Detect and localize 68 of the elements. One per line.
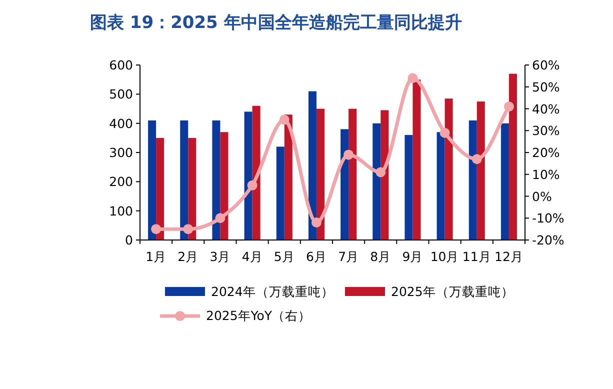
bar <box>252 106 260 240</box>
legend-label: 2025年YoY（右） <box>206 308 312 323</box>
bar <box>316 108 324 240</box>
point <box>440 128 450 138</box>
point <box>408 73 418 84</box>
y2-tick-label: -10% <box>532 210 564 226</box>
y-tick-label: 300 <box>109 145 134 160</box>
x-tick-label: 8月 <box>370 249 392 264</box>
bar <box>380 110 389 240</box>
bar <box>404 135 413 240</box>
bar <box>476 101 485 240</box>
y-tick-label: 500 <box>109 86 134 102</box>
point <box>504 102 514 112</box>
y2-tick-label: 10% <box>532 166 560 182</box>
x-tick-label: 12月 <box>494 249 524 264</box>
x-tick-label: 11月 <box>462 249 492 264</box>
bar <box>308 91 316 240</box>
y2-tick-label: 0% <box>532 188 552 204</box>
y2-tick-label: -20% <box>532 232 564 248</box>
y-tick-label: 100 <box>109 203 134 218</box>
x-tick-label: 1月 <box>146 249 167 264</box>
x-tick-label: 7月 <box>338 249 360 264</box>
point <box>215 213 226 224</box>
y-tick-label: 400 <box>109 116 134 131</box>
bar <box>180 120 188 240</box>
chart-title: 图表 19：2025 年中国全年造船完工量同比提升 <box>90 13 462 33</box>
bar <box>212 120 220 240</box>
y2-tick-label: 30% <box>532 123 560 138</box>
y-tick-label: 200 <box>109 174 134 190</box>
bar <box>444 98 453 240</box>
bar <box>220 132 228 240</box>
x-tick-label: 4月 <box>242 249 263 264</box>
bar <box>284 114 292 240</box>
bar <box>244 112 252 240</box>
y-tick-label: 0 <box>125 232 134 248</box>
bar <box>508 74 517 240</box>
x-tick-label: 5月 <box>274 249 295 264</box>
legend-label: 2025年（万载重吨） <box>391 284 514 299</box>
x-tick-label: 6月 <box>306 249 327 264</box>
bar <box>188 138 196 240</box>
bar <box>156 138 164 240</box>
bar <box>340 129 349 240</box>
bar <box>436 132 445 240</box>
legend-label: 2024年（万载重吨） <box>211 284 334 299</box>
point <box>311 218 322 228</box>
point <box>376 167 386 178</box>
point <box>151 224 162 234</box>
bar <box>148 120 156 240</box>
point <box>279 114 290 125</box>
bar <box>412 80 421 240</box>
y2-tick-label: 60% <box>532 58 560 72</box>
y2-tick-label: 50% <box>532 79 560 94</box>
y2-tick-label: 40% <box>532 101 560 116</box>
bar <box>276 146 284 240</box>
bar <box>372 123 381 240</box>
x-tick-label: 2月 <box>178 249 199 264</box>
x-tick-label: 3月 <box>210 249 231 264</box>
point <box>472 154 482 164</box>
bar <box>468 120 477 240</box>
point <box>247 180 258 190</box>
y-tick-label: 600 <box>109 58 134 72</box>
point <box>344 150 354 160</box>
x-tick-label: 10月 <box>430 249 460 264</box>
bar <box>500 123 509 240</box>
point <box>183 224 194 234</box>
x-tick-label: 9月 <box>402 249 424 264</box>
bar <box>348 108 357 240</box>
y2-tick-label: 20% <box>532 145 560 160</box>
